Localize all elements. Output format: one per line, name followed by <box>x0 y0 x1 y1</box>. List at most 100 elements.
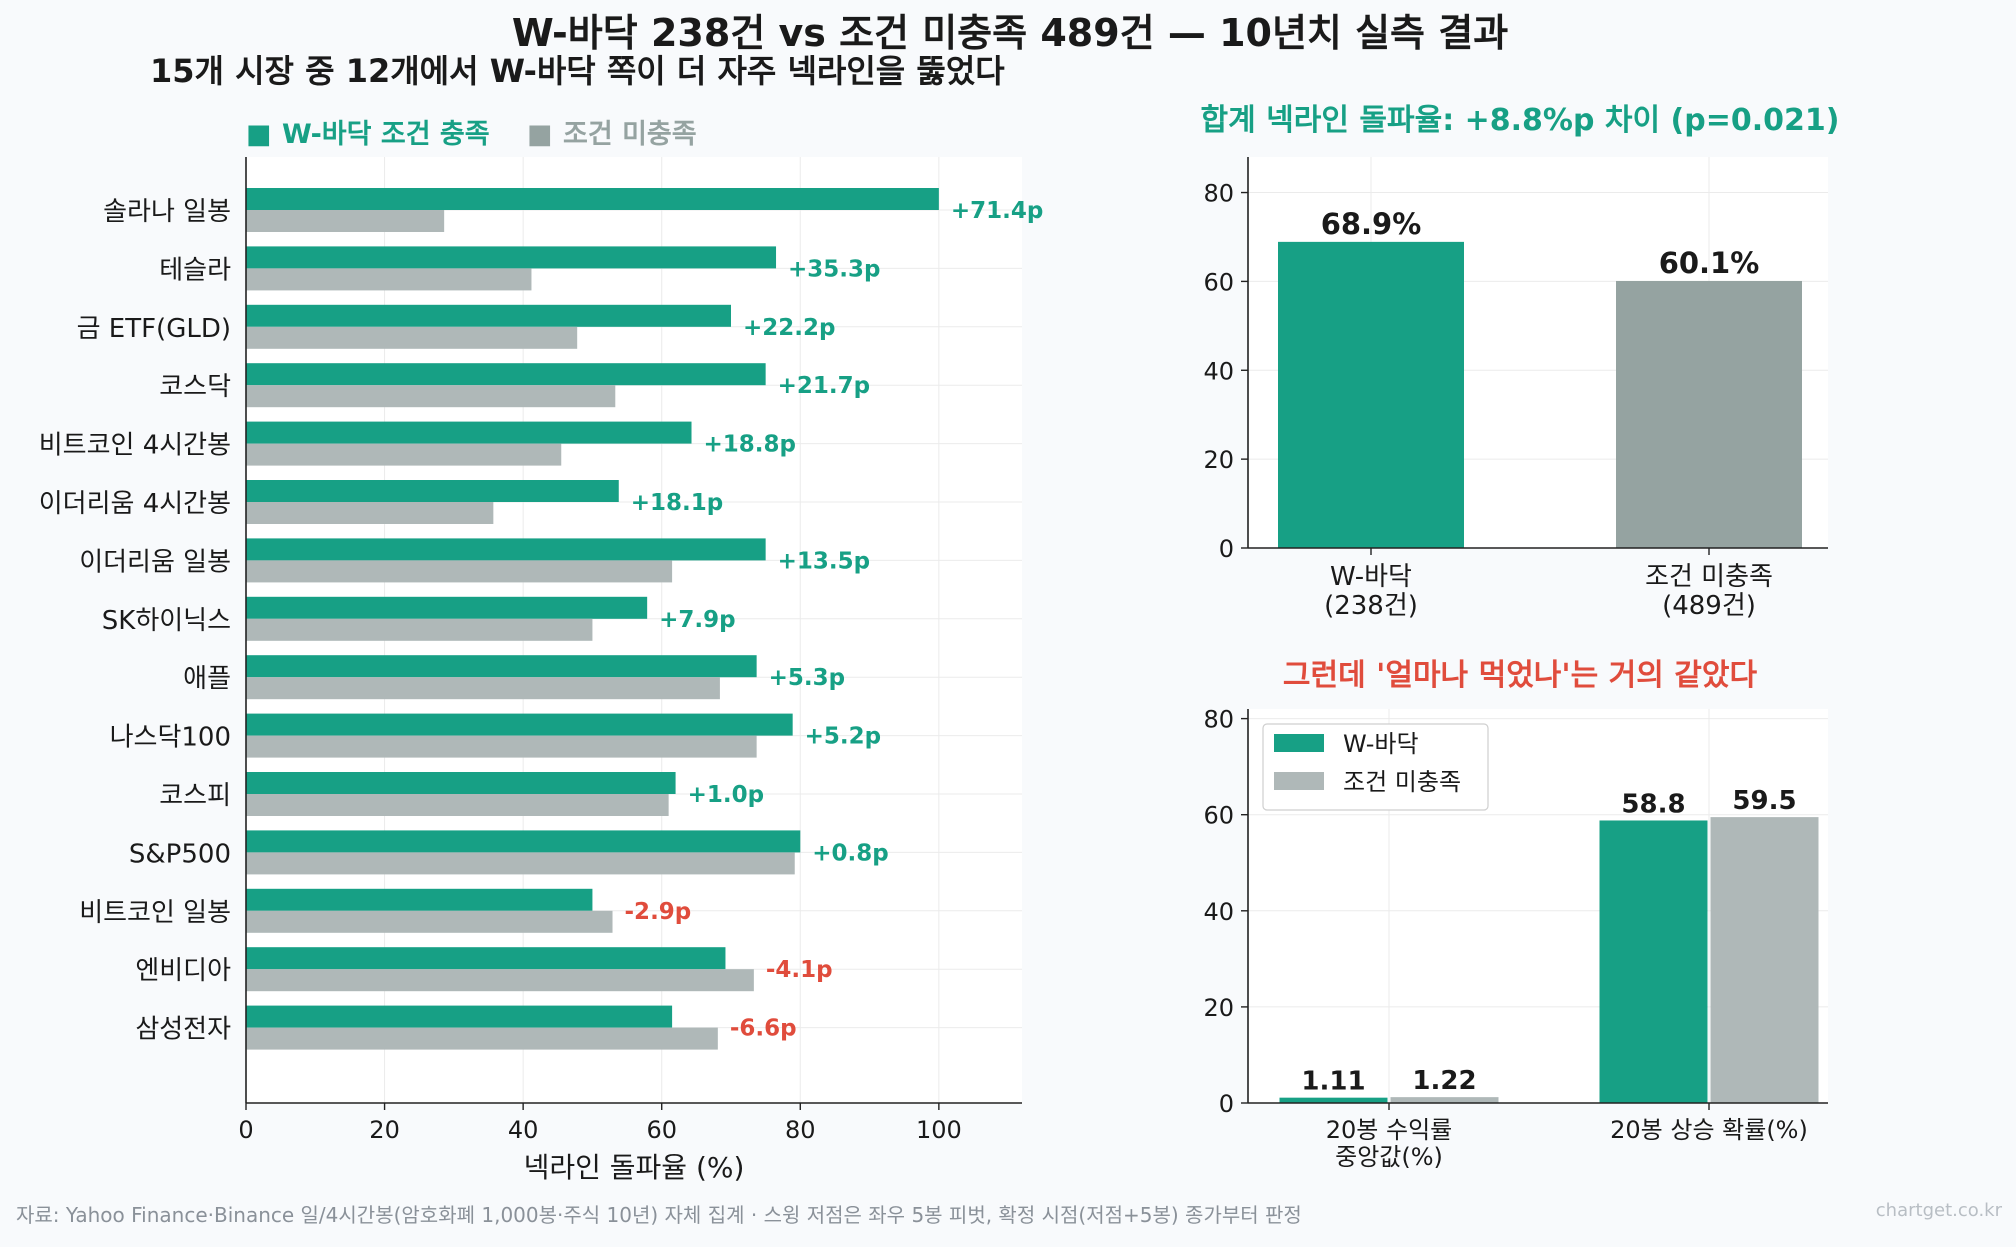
bar-unmet-4 <box>246 385 616 408</box>
left-x-tick-label: 40 <box>508 1116 539 1144</box>
left-category-label: 솔라나 일봉 <box>103 197 231 227</box>
bar-wbottom-10 <box>246 713 793 736</box>
left-panel-market-breakout: ■ W-바닥 조건 충족 ■ 조건 미충족 솔라나 일봉 +71.4p 테슬라 +35.3p… <box>39 119 1044 1184</box>
bar-wbottom-15 <box>246 1005 673 1028</box>
top-right-category-label: 조건 미충족 <box>1645 562 1773 592</box>
top-right-category-label: W-바닥 <box>1330 562 1412 592</box>
diff-label: +18.1p <box>631 490 723 516</box>
left-category-label: 이더리움 4시간봉 <box>39 489 231 519</box>
bar-wbottom-4 <box>246 363 766 386</box>
bottom-right-y-tick-label: 80 <box>1203 706 1234 734</box>
bar-wbottom-3 <box>246 304 731 327</box>
top-right-plot-area: 68.9% W-바닥(238건) 60.1% 조건 미충족(489건) 0 20 40 60 8… <box>1203 157 1828 621</box>
left-category-label: 금 ETF(GLD) <box>77 314 231 344</box>
left-category-label: 이더리움 일봉 <box>79 547 231 577</box>
bar-wbottom-14 <box>246 947 726 970</box>
left-category-label: 비트코인 4시간봉 <box>39 431 231 461</box>
top-right-bar-2 <box>1616 280 1802 548</box>
diff-label: +22.2p <box>743 315 835 341</box>
diff-label: +1.0p <box>688 782 764 808</box>
top-right-value-label: 68.9% <box>1321 207 1422 241</box>
bar-wbottom-5 <box>246 421 692 444</box>
left-legend-marker-wbottom: ■ <box>246 119 272 150</box>
diff-label: +13.5p <box>778 548 870 574</box>
bar-wbottom-2 <box>246 246 777 269</box>
diff-label: +0.8p <box>812 840 888 866</box>
bar-unmet-12 <box>246 852 795 875</box>
left-category-label: 테슬라 <box>159 255 231 285</box>
bottom-right-title: 그런데 '얼마나 먹었나'는 거의 같았다 <box>1283 658 1758 693</box>
top-right-y-tick-label: 60 <box>1203 268 1234 296</box>
left-legend-label-wbottom: W-바닥 조건 충족 <box>282 119 490 150</box>
diff-label: -4.1p <box>766 957 833 983</box>
top-right-value-label: 60.1% <box>1659 246 1760 280</box>
bar-unmet-6 <box>246 502 494 524</box>
top-right-title: 합계 넥라인 돌파율: +8.8%p 차이 (p=0.021) <box>1201 103 1840 138</box>
bar-unmet-11 <box>246 794 669 816</box>
watermark: chartget.co.kr <box>1876 1200 2003 1221</box>
bar-wbottom-7 <box>246 538 766 561</box>
bottom-right-value-label: 58.8 <box>1621 789 1685 819</box>
left-x-tick-label: 20 <box>369 1116 400 1144</box>
diff-label: +5.3p <box>769 665 845 691</box>
bar-unmet-14 <box>246 969 754 992</box>
diff-label: +71.4p <box>951 198 1043 224</box>
bottom-right-category-label: 20봉 수익률 <box>1326 1116 1453 1144</box>
bar-unmet-7 <box>246 560 673 583</box>
bar-unmet-1 <box>246 210 445 232</box>
bar-wbottom-9 <box>246 655 757 678</box>
top-right-category-label: (489건) <box>1662 591 1756 621</box>
left-category-label: 엔비디아 <box>135 956 231 986</box>
bar-wbottom-11 <box>246 772 676 794</box>
bar-unmet-10 <box>246 735 757 758</box>
top-right-y-tick-label: 20 <box>1203 446 1234 474</box>
bar-unmet-15 <box>246 1027 718 1050</box>
diff-label: +5.2p <box>805 724 881 750</box>
left-x-tick-label: 100 <box>916 1116 962 1144</box>
bottom-right-bar-wbottom-1 <box>1279 1097 1388 1103</box>
left-category-label: 애플 <box>183 664 231 694</box>
left-legend: ■ W-바닥 조건 충족 ■ 조건 미충족 <box>246 119 697 150</box>
diff-label: +35.3p <box>788 256 880 282</box>
left-legend-label-unmet: 조건 미충족 <box>563 119 697 150</box>
diff-label: +18.8p <box>704 432 796 458</box>
left-category-label: 나스닥100 <box>110 723 231 753</box>
top-right-y-tick-label: 0 <box>1219 535 1234 563</box>
bottom-right-y-tick-label: 20 <box>1203 994 1234 1022</box>
left-legend-marker-unmet: ■ <box>527 119 553 150</box>
bottom-right-value-label: 59.5 <box>1732 786 1796 816</box>
bottom-right-legend-label: 조건 미충족 <box>1343 768 1461 796</box>
bar-unmet-9 <box>246 677 720 700</box>
diff-label: +21.7p <box>778 373 870 399</box>
bar-unmet-5 <box>246 443 562 466</box>
bar-unmet-13 <box>246 910 613 933</box>
bar-wbottom-12 <box>246 830 801 853</box>
bottom-right-bar-unmet-2 <box>1710 817 1819 1103</box>
bottom-right-category-label: 중앙값(%) <box>1335 1143 1443 1171</box>
top-right-bar-1 <box>1278 241 1464 548</box>
bottom-right-bar-wbottom-2 <box>1599 820 1708 1103</box>
left-category-label: 코스닥 <box>159 372 231 402</box>
left-category-label: 코스피 <box>159 781 231 811</box>
bar-unmet-2 <box>246 268 532 291</box>
diff-label: -2.9p <box>625 899 692 925</box>
bar-unmet-8 <box>246 618 593 641</box>
bar-wbottom-13 <box>246 888 593 911</box>
bottom-right-value-label: 1.22 <box>1412 1066 1476 1096</box>
bottom-right-category-label: 20봉 상승 확률(%) <box>1610 1116 1808 1144</box>
bar-wbottom-8 <box>246 596 648 619</box>
bottom-right-y-tick-label: 60 <box>1203 802 1234 830</box>
left-category-label: SK하이닉스 <box>102 606 231 636</box>
left-plot-area: 솔라나 일봉 +71.4p 테슬라 +35.3p 금 ETF(GLD) +22.2p 코스닥… <box>39 157 1043 1184</box>
bar-unmet-3 <box>246 326 578 349</box>
top-right-y-tick-label: 40 <box>1203 357 1234 385</box>
bottom-right-legend-swatch-2 <box>1274 772 1324 790</box>
left-x-tick-label: 80 <box>785 1116 816 1144</box>
footer-source-note: 자료: Yahoo Finance·Binance 일/4시간봉(암호화폐 1,… <box>16 1203 1302 1227</box>
bar-wbottom-6 <box>246 480 619 502</box>
left-category-label: S&P500 <box>129 839 231 869</box>
figure-subtitle: 15개 시장 중 12개에서 W-바닥 쪽이 더 자주 넥라인을 뚫었다 <box>150 52 1005 90</box>
